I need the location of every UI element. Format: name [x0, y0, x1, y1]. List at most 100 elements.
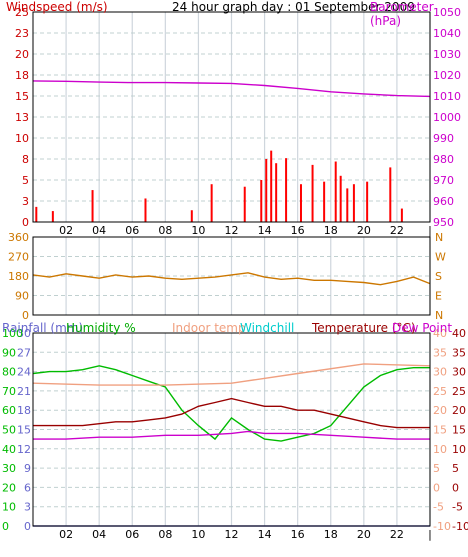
x-tick-label: 04	[92, 224, 106, 237]
y-left-tick-label: 360	[8, 231, 29, 244]
rain-tick-label: 6	[24, 481, 31, 494]
temp-tick-label: 20	[452, 404, 466, 417]
y-right-tick-label: W	[435, 251, 446, 264]
x-tick-label: 08	[158, 528, 172, 541]
x-tick-label: 02	[59, 528, 73, 541]
temp-tick-label: 15	[452, 424, 466, 437]
temp-tick-label: 0	[452, 481, 459, 494]
panel-frame	[32, 11, 431, 223]
indoor-tick-label: 0	[433, 481, 440, 494]
indoor-tick-label: 35	[433, 346, 447, 359]
temp-tick-label: 40	[452, 327, 466, 340]
temp-tick-label: 35	[452, 346, 466, 359]
x-tick-label: 08	[158, 224, 172, 237]
y-right-tick-label: N	[435, 309, 443, 322]
y-left-tick-label: 20	[15, 48, 29, 61]
indoor-temp-line	[32, 363, 431, 386]
humidity-tick-label: 40	[2, 443, 16, 456]
y-right-tick-label: 990	[433, 132, 454, 145]
humidity-tick-label: 80	[2, 366, 16, 379]
humidity-tick-label: 50	[2, 424, 16, 437]
humidity-line	[32, 365, 430, 442]
y-left-tick-label: 23	[15, 27, 29, 40]
y-right-tick-label: N	[435, 231, 443, 244]
legend-windchill: Windchill	[240, 321, 295, 335]
humidity-tick-label: 90	[2, 346, 16, 359]
temp-tick-label: 5	[452, 462, 459, 475]
indoor-tick-label: 30	[433, 366, 447, 379]
legend-humidity: Humidity %	[66, 321, 136, 335]
temp-tick-label: -10	[452, 520, 468, 533]
y-left-tick-label: 270	[8, 251, 29, 264]
y-right-tick-label: 960	[433, 195, 454, 208]
indoor-tick-label: 20	[433, 404, 447, 417]
indoor-tick-label: 15	[433, 424, 447, 437]
y-right-tick-label: 1020	[433, 69, 461, 82]
rain-tick-label: 30	[17, 327, 31, 340]
x-tick-label: 14	[258, 224, 272, 237]
y-left-tick-label: 8	[22, 153, 29, 166]
y-left-tick-label: 5	[22, 174, 29, 187]
x-tick-label: 10	[191, 224, 205, 237]
x-tick-label: 12	[225, 528, 239, 541]
page-title: 24 hour graph day : 01 September 2009	[172, 0, 415, 14]
x-tick-label: 10	[191, 528, 205, 541]
y-left-tick-label: 90	[15, 290, 29, 303]
indoor-tick-label: -5	[433, 501, 444, 514]
x-tick-label: |	[428, 224, 432, 237]
x-tick-label: 06	[125, 224, 139, 237]
indoor-tick-label: 40	[433, 327, 447, 340]
x-tick-label: 18	[324, 528, 338, 541]
humidity-tick-label: 30	[2, 462, 16, 475]
legend-temperature: Temperature (°C)	[312, 321, 416, 335]
legend-dewpoint: Dew Point	[392, 321, 453, 335]
x-tick-label: 16	[291, 528, 305, 541]
y-left-tick-label: 25	[15, 6, 29, 19]
humidity-tick-label: 0	[2, 520, 9, 533]
rain-tick-label: 0	[24, 520, 31, 533]
rain-tick-label: 18	[17, 404, 31, 417]
rain-tick-label: 12	[17, 443, 31, 456]
indoor-tick-label: -10	[433, 520, 451, 533]
x-tick-label: 22	[390, 224, 404, 237]
x-tick-label: 16	[291, 224, 305, 237]
y-right-tick-label: 1040	[433, 27, 461, 40]
x-tick-label: 02	[59, 224, 73, 237]
rain-tick-label: 15	[17, 424, 31, 437]
temp-tick-label: -5	[452, 501, 463, 514]
legend-indoor: Indoor temp	[172, 321, 246, 335]
panel-frame	[32, 332, 431, 527]
y-right-tick-label: 950	[433, 216, 454, 229]
x-tick-label: |	[428, 528, 432, 541]
legend-rainfall: Rainfall (mm)	[2, 321, 84, 335]
panel1-left-label: Windspeed (m/s)	[6, 0, 108, 14]
barometer-line	[32, 80, 431, 98]
humidity-tick-label: 60	[2, 404, 16, 417]
humidity-tick-label: 10	[2, 501, 16, 514]
rain-tick-label: 27	[17, 346, 31, 359]
x-tick-label: 20	[357, 528, 371, 541]
rain-tick-label: 9	[24, 462, 31, 475]
y-right-tick-label: 1010	[433, 90, 461, 103]
y-right-tick-label: 1030	[433, 48, 461, 61]
y-right-tick-label: 1000	[433, 111, 461, 124]
x-tick-label: 22	[390, 528, 404, 541]
x-tick-label: 04	[92, 528, 106, 541]
indoor-tick-label: 5	[433, 462, 440, 475]
y-left-tick-label: 13	[15, 111, 29, 124]
wind-direction-line	[32, 272, 431, 286]
y-right-tick-label: E	[435, 290, 442, 303]
x-tick-label: 14	[258, 528, 272, 541]
rain-tick-label: 3	[24, 501, 31, 514]
y-left-tick-label: 180	[8, 270, 29, 283]
x-tick-label: 20	[357, 224, 371, 237]
panel1-right-label: Barometer (hPa)	[370, 0, 434, 28]
y-right-tick-label: S	[435, 270, 442, 283]
humidity-tick-label: 100	[2, 327, 23, 340]
humidity-tick-label: 70	[2, 385, 16, 398]
y-right-tick-label: 1050	[433, 6, 461, 19]
y-right-tick-label: 980	[433, 153, 454, 166]
y-right-tick-label: 970	[433, 174, 454, 187]
